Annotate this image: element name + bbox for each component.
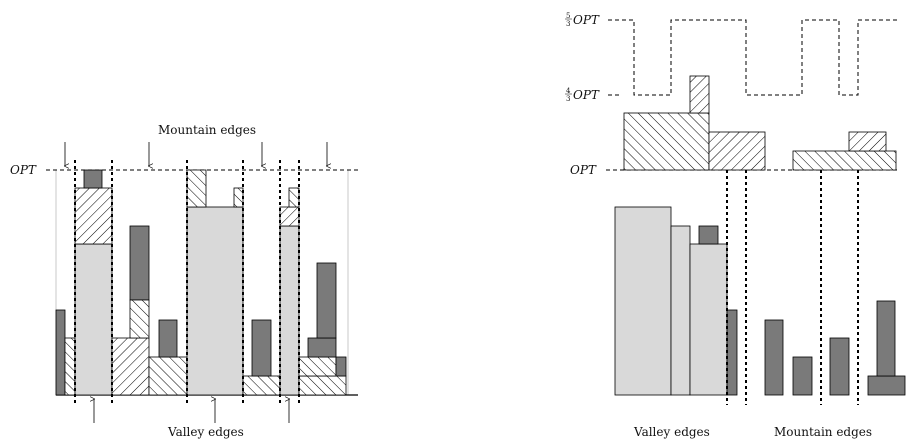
right-figure: OPT 4 3 OPT 5 3 OPT [565,12,906,439]
four-thirds-label: 4 3 OPT [565,87,600,103]
right-opt-label: OPT [570,163,597,177]
right-lower-items [614,206,906,396]
five-thirds-label: 5 3 OPT [565,12,600,28]
height-profile [622,19,900,96]
svg-text:3: 3 [566,95,570,103]
left-mountain-label: Mountain edges [158,123,256,137]
svg-text:3: 3 [566,20,570,28]
svg-text:4: 4 [566,87,571,95]
right-upper-items [623,75,897,171]
left-items [55,169,347,396]
svg-text:5: 5 [566,12,570,20]
svg-text:OPT: OPT [573,13,600,27]
mountain-arrows [65,142,327,166]
left-valley-label: Valley edges [167,425,244,439]
svg-text:OPT: OPT [573,88,600,102]
valley-arrows [94,399,289,423]
left-opt-label: OPT [10,163,37,177]
right-mountain-label: Mountain edges [774,425,872,439]
left-edge-lines [74,160,300,405]
right-valley-label: Valley edges [633,425,710,439]
left-figure: OPT [10,123,358,439]
